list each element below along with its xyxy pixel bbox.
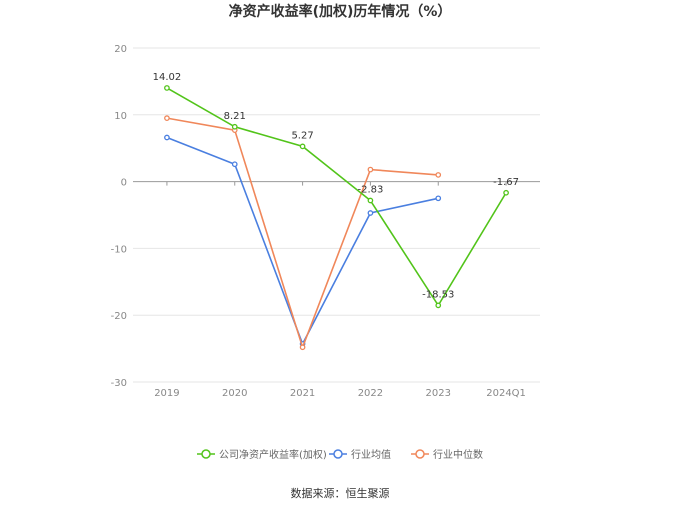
series-line xyxy=(166,117,439,350)
data-point xyxy=(435,172,442,178)
data-point xyxy=(435,302,442,309)
data-label: 5.27 xyxy=(291,130,313,141)
x-tick-label: 2020 xyxy=(222,388,247,399)
data-point xyxy=(164,134,170,141)
series-group xyxy=(164,85,509,351)
data-point xyxy=(299,143,306,150)
legend-marker xyxy=(201,449,211,459)
x-tick-label: 2019 xyxy=(154,388,179,399)
data-point xyxy=(164,115,170,121)
data-point xyxy=(367,166,374,173)
legend-marker xyxy=(415,449,425,459)
y-axis: 20 10 0 -10 -20 -30 xyxy=(111,44,127,389)
data-label: -1.67 xyxy=(493,177,519,188)
series-line xyxy=(166,87,507,307)
legend[interactable]: 公司净资产收益率(加权) 行业均值 行业中位数 xyxy=(197,448,483,461)
x-tick-label: 2021 xyxy=(290,388,315,399)
data-point xyxy=(435,195,442,202)
data-labels: 14.02 8.21 5.27 -2.83 -18.53 -1.67 xyxy=(153,72,519,300)
data-point xyxy=(164,85,170,91)
data-point xyxy=(367,210,374,216)
series-line xyxy=(166,136,439,346)
legend-label: 行业均值 xyxy=(351,448,391,461)
x-axis: 2019 2020 2021 2022 2023 2024Q1 xyxy=(154,181,526,399)
chart-title: 净资产收益率(加权)历年情况（%） xyxy=(229,3,452,20)
y-tick-label: -30 xyxy=(111,378,127,389)
data-point xyxy=(367,197,374,204)
x-tick-label: 2023 xyxy=(426,388,451,399)
x-tick-label: 2022 xyxy=(358,388,383,399)
y-tick-label: 20 xyxy=(114,44,127,55)
x-tick-label: 2024Q1 xyxy=(486,388,526,399)
y-tick-label: 10 xyxy=(114,111,127,122)
data-point xyxy=(231,123,238,130)
legend-label: 公司净资产收益率(加权) xyxy=(219,448,327,461)
legend-label: 行业中位数 xyxy=(433,448,483,461)
y-tick-label: -10 xyxy=(111,244,127,255)
source-note: 数据来源：恒生聚源 xyxy=(291,486,390,500)
y-tick-label: -20 xyxy=(111,311,127,322)
data-point xyxy=(299,344,306,351)
data-point xyxy=(231,161,238,168)
legend-marker xyxy=(333,449,343,459)
grid-lines xyxy=(133,47,540,383)
data-point xyxy=(503,189,509,196)
data-label: 8.21 xyxy=(224,111,246,122)
data-label: -2.83 xyxy=(357,185,383,196)
data-label: 14.02 xyxy=(153,72,182,83)
y-tick-label: 0 xyxy=(121,178,127,189)
data-label: -18.53 xyxy=(422,289,454,300)
